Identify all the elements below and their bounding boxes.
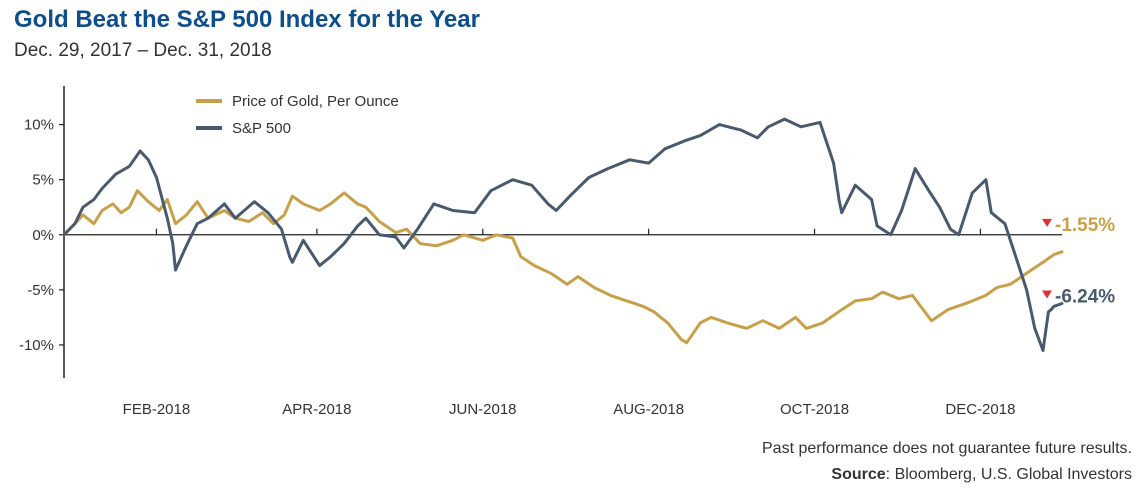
x-tick-label: APR-2018 — [282, 401, 351, 418]
chart-title: Gold Beat the S&P 500 Index for the Year — [14, 6, 480, 33]
disclaimer-note: Past performance does not guarantee futu… — [762, 440, 1132, 457]
chart-ticks: 10% 5% 0% -5% -10% FEB-2018 APR-2018 JUN-2018 AU… — [19, 117, 1015, 418]
source-label: Source — [831, 466, 886, 483]
down-arrow-icon — [1042, 218, 1052, 227]
x-tick-label: FEB-2018 — [123, 401, 191, 418]
chart-legend: Price of Gold, Per Ounce S&P 500 — [196, 93, 399, 137]
x-tick-label: OCT-2018 — [780, 401, 849, 418]
series-layer — [62, 117, 1064, 352]
end-labels: -1.55% -6.24% — [1042, 215, 1115, 308]
series-line-sp500 — [62, 117, 1064, 352]
x-tick-label: AUG-2018 — [613, 401, 684, 418]
end-value-label: -6.24% — [1055, 287, 1115, 308]
down-arrow-icon — [1042, 290, 1052, 299]
y-tick-label: 10% — [24, 117, 54, 134]
x-tick-label: DEC-2018 — [945, 401, 1015, 418]
x-tick-label: JUN-2018 — [449, 401, 517, 418]
legend-label: S&P 500 — [232, 120, 291, 137]
series-line-gold — [62, 189, 1064, 345]
source-note: Source: Bloomberg, U.S. Global Investors — [831, 466, 1132, 484]
chart-subtitle: Dec. 29, 2017 – Dec. 31, 2018 — [14, 40, 272, 61]
chart-axes — [63, 86, 1062, 378]
end-value-label: -1.55% — [1055, 215, 1115, 236]
y-tick-label: -5% — [27, 282, 54, 299]
legend-label: Price of Gold, Per Ounce — [232, 93, 399, 110]
y-tick-label: 5% — [32, 172, 54, 189]
source-text: : Bloomberg, U.S. Global Investors — [885, 466, 1132, 483]
y-tick-label: -10% — [19, 337, 54, 354]
y-tick-label: 0% — [32, 227, 54, 244]
